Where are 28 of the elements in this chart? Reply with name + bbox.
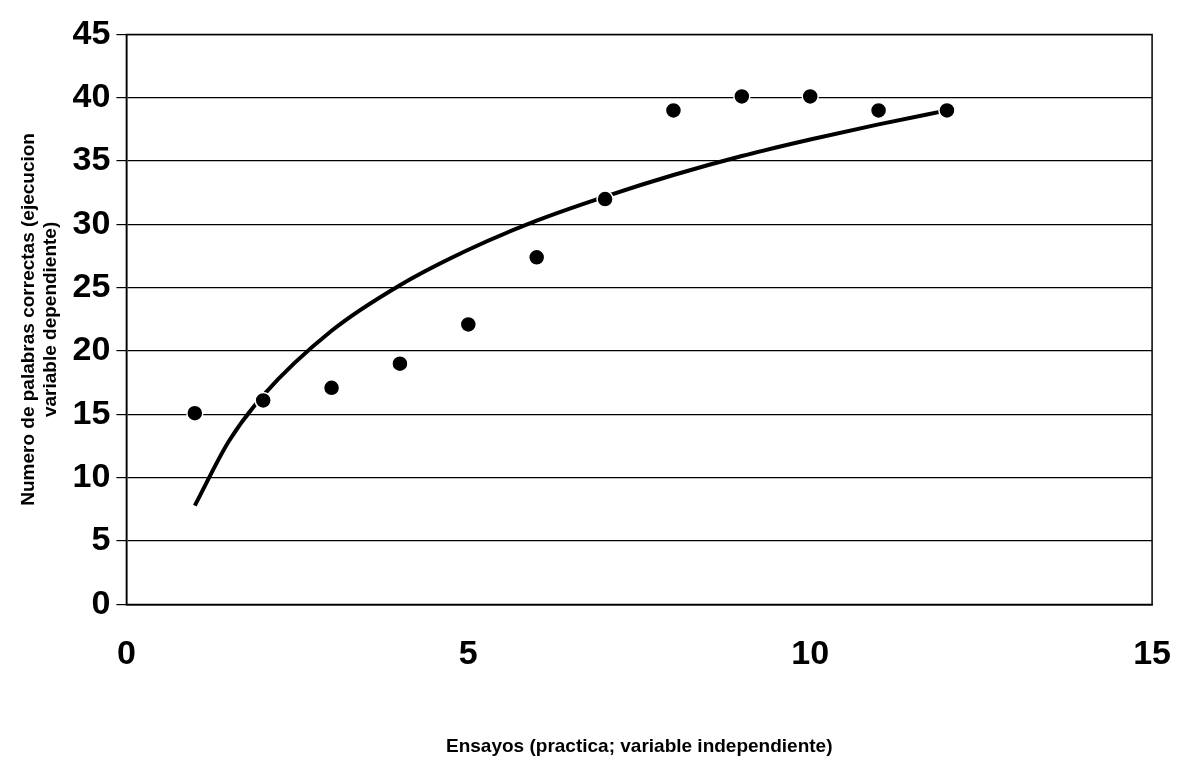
y-tick-label: 30	[72, 202, 111, 241]
point	[938, 101, 956, 120]
x-tick-label: 5	[458, 633, 478, 672]
y-tick-label: 5	[91, 519, 111, 558]
point	[322, 379, 341, 397]
point	[869, 101, 888, 120]
point	[459, 315, 478, 334]
y-axis-title: Numero de palabras correctas (ejecucion variable dependiente)	[16, 133, 61, 506]
x-axis-title: Ensayos (practica; variable independiente)	[446, 734, 833, 756]
y-tick-label: 0	[91, 582, 111, 621]
x-tick-label: 0	[116, 633, 136, 672]
y-tick-label: 35	[72, 139, 111, 178]
x-tick-label: 15	[1133, 633, 1171, 672]
y-tick-label: 15	[72, 392, 111, 431]
point	[733, 87, 751, 106]
x-tick-label: 10	[791, 633, 830, 672]
point	[527, 248, 546, 267]
point	[801, 87, 819, 106]
point	[186, 404, 204, 422]
point	[391, 354, 409, 373]
point	[254, 391, 272, 410]
point	[596, 190, 614, 208]
y-tick-label: 10	[72, 456, 111, 495]
y-tick-label: 20	[72, 329, 111, 368]
y-tick-label: 45	[72, 12, 111, 51]
y-tick-label: 40	[72, 76, 111, 115]
point	[664, 101, 683, 120]
y-tick-label: 25	[72, 266, 111, 305]
